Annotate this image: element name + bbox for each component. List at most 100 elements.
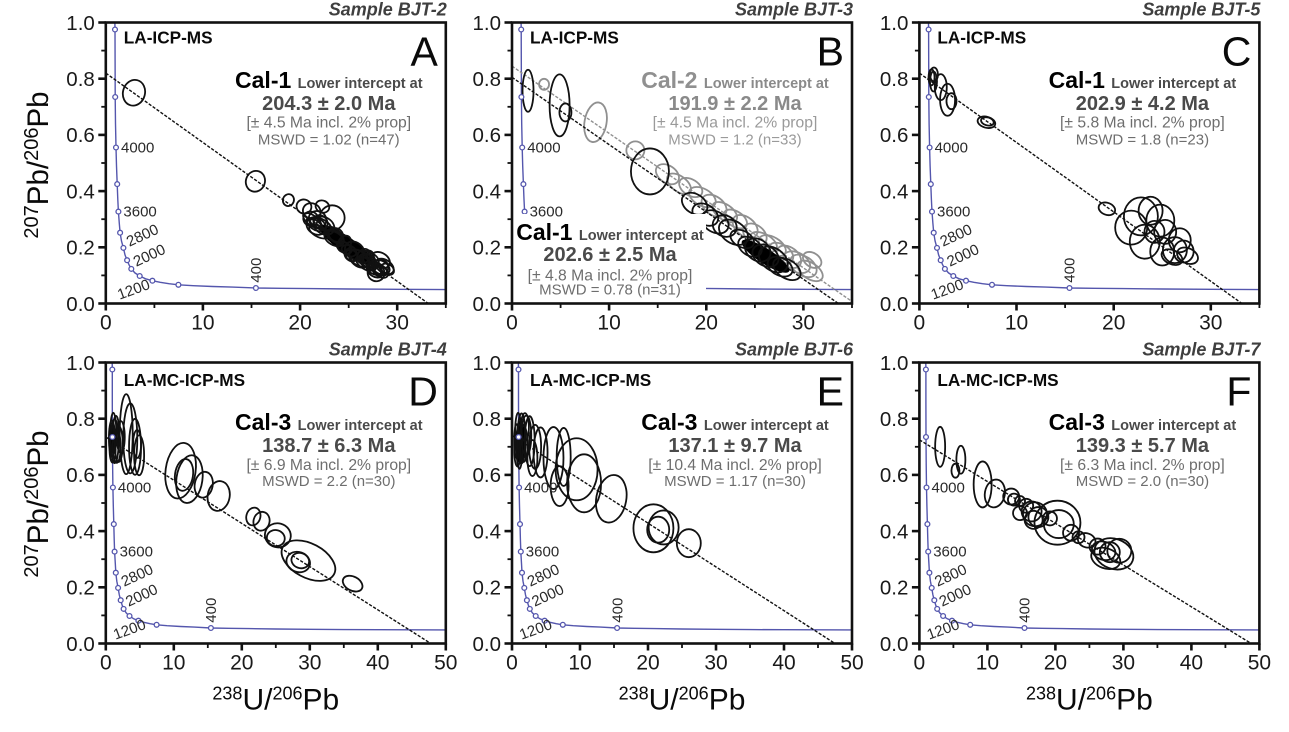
svg-text:C: C: [1222, 29, 1252, 75]
svg-text:30: 30: [386, 312, 409, 335]
svg-text:10: 10: [191, 312, 214, 335]
svg-text:[± 6.9 Ma incl. 2% prop]: [± 6.9 Ma incl. 2% prop]: [246, 457, 411, 474]
svg-text:Sample BJT-6: Sample BJT-6: [735, 340, 854, 360]
svg-text:1.0: 1.0: [473, 352, 502, 375]
svg-text:0.2: 0.2: [473, 577, 502, 600]
svg-text:MSWD = 2.2 (n=30): MSWD = 2.2 (n=30): [262, 473, 395, 490]
svg-text:[± 5.8 Ma incl. 2% prop]: [± 5.8 Ma incl. 2% prop]: [1060, 115, 1225, 132]
svg-text:50: 50: [1248, 652, 1271, 675]
svg-text:0: 0: [506, 312, 518, 335]
svg-text:10: 10: [597, 312, 620, 335]
svg-text:4000: 4000: [935, 140, 968, 157]
svg-text:F: F: [1226, 369, 1251, 415]
svg-text:204.3 ± 2.0 Ma: 204.3 ± 2.0 Ma: [262, 93, 396, 115]
svg-text:20: 20: [636, 652, 659, 675]
svg-text:20: 20: [230, 652, 253, 675]
svg-text:Cal-1 Lower intercept at: Cal-1 Lower intercept at: [235, 67, 423, 93]
svg-text:400: 400: [1017, 598, 1034, 623]
svg-text:0.2: 0.2: [473, 237, 502, 260]
svg-text:B: B: [817, 29, 844, 75]
svg-text:1.0: 1.0: [66, 352, 95, 375]
svg-text:0.2: 0.2: [880, 237, 909, 260]
svg-text:4000: 4000: [121, 140, 154, 157]
svg-text:LA-ICP-MS: LA-ICP-MS: [530, 27, 619, 47]
svg-text:Cal-2 Lower intercept at: Cal-2 Lower intercept at: [641, 67, 829, 93]
svg-text:3600: 3600: [530, 204, 563, 221]
svg-text:400: 400: [248, 258, 265, 283]
svg-text:0.0: 0.0: [473, 293, 502, 316]
svg-text:207Pb/206Pb: 207Pb/206Pb: [21, 430, 55, 577]
svg-text:[± 6.3 Ma incl. 2% prop]: [± 6.3 Ma incl. 2% prop]: [1060, 457, 1225, 474]
svg-text:0.4: 0.4: [66, 520, 95, 543]
svg-text:LA-MC-ICP-MS: LA-MC-ICP-MS: [530, 370, 651, 390]
svg-text:238U/206Pb: 238U/206Pb: [1026, 684, 1153, 717]
svg-text:202.6 ± 2.5 Ma: 202.6 ± 2.5 Ma: [543, 244, 677, 266]
svg-text:0.8: 0.8: [66, 68, 95, 91]
svg-text:1.0: 1.0: [66, 12, 95, 35]
svg-text:[± 4.5 Ma incl. 2% prop]: [± 4.5 Ma incl. 2% prop]: [246, 115, 411, 132]
svg-text:400: 400: [1062, 258, 1079, 283]
svg-text:30: 30: [704, 652, 727, 675]
svg-text:3600: 3600: [937, 204, 970, 221]
svg-text:20: 20: [1102, 312, 1125, 335]
svg-text:4000: 4000: [524, 480, 557, 497]
svg-text:0.0: 0.0: [473, 633, 502, 656]
svg-text:Cal-3 Lower intercept at: Cal-3 Lower intercept at: [1049, 409, 1237, 435]
svg-text:0.6: 0.6: [880, 124, 909, 147]
svg-text:4000: 4000: [932, 480, 965, 497]
svg-text:Sample BJT-2: Sample BJT-2: [329, 0, 447, 20]
svg-text:139.3 ± 5.7 Ma: 139.3 ± 5.7 Ma: [1076, 435, 1210, 457]
svg-text:0.6: 0.6: [473, 464, 502, 487]
svg-text:30: 30: [792, 312, 815, 335]
svg-text:3600: 3600: [123, 204, 156, 221]
svg-text:Sample BJT-5: Sample BJT-5: [1142, 0, 1261, 20]
svg-text:0.8: 0.8: [473, 68, 502, 91]
svg-text:0.6: 0.6: [473, 124, 502, 147]
svg-text:40: 40: [1180, 652, 1203, 675]
svg-text:0.4: 0.4: [66, 180, 95, 203]
svg-text:400: 400: [203, 598, 220, 623]
svg-text:Sample BJT-7: Sample BJT-7: [1142, 340, 1261, 360]
svg-text:207Pb/206Pb: 207Pb/206Pb: [21, 91, 55, 238]
svg-text:20: 20: [695, 312, 718, 335]
svg-text:1.0: 1.0: [880, 352, 909, 375]
svg-text:138.7 ± 6.3 Ma: 138.7 ± 6.3 Ma: [262, 435, 396, 457]
svg-text:202.9 ± 4.2 Ma: 202.9 ± 4.2 Ma: [1076, 93, 1210, 115]
svg-text:Cal-1 Lower intercept at: Cal-1 Lower intercept at: [1049, 67, 1237, 93]
svg-text:1.0: 1.0: [880, 12, 909, 35]
svg-text:Cal-3 Lower intercept at: Cal-3 Lower intercept at: [235, 409, 423, 435]
svg-text:0.0: 0.0: [880, 293, 909, 316]
svg-text:0: 0: [914, 312, 926, 335]
svg-text:0.2: 0.2: [66, 577, 95, 600]
svg-text:40: 40: [772, 652, 795, 675]
svg-text:LA-MC-ICP-MS: LA-MC-ICP-MS: [937, 370, 1058, 390]
svg-text:LA-ICP-MS: LA-ICP-MS: [124, 27, 213, 47]
svg-text:10: 10: [1005, 312, 1028, 335]
svg-text:0.8: 0.8: [880, 408, 909, 431]
svg-text:MSWD = 1.8 (n=23): MSWD = 1.8 (n=23): [1076, 132, 1209, 149]
svg-text:40: 40: [366, 652, 389, 675]
svg-text:3600: 3600: [120, 544, 153, 561]
svg-text:Sample BJT-3: Sample BJT-3: [735, 0, 853, 20]
svg-text:238U/206Pb: 238U/206Pb: [619, 684, 746, 717]
svg-text:4000: 4000: [527, 140, 560, 157]
svg-text:[± 10.4 Ma incl. 2% prop]: [± 10.4 Ma incl. 2% prop]: [648, 457, 821, 474]
svg-text:Sample BJT-4: Sample BJT-4: [329, 340, 447, 360]
svg-text:3600: 3600: [526, 544, 559, 561]
svg-text:0.0: 0.0: [66, 633, 95, 656]
svg-text:20: 20: [288, 312, 311, 335]
svg-text:0: 0: [506, 652, 518, 675]
svg-text:0.6: 0.6: [880, 464, 909, 487]
svg-text:0.4: 0.4: [473, 520, 502, 543]
svg-text:10: 10: [976, 652, 999, 675]
svg-text:20: 20: [1044, 652, 1067, 675]
svg-text:LA-MC-ICP-MS: LA-MC-ICP-MS: [124, 370, 245, 390]
svg-text:0: 0: [914, 652, 926, 675]
svg-text:0.4: 0.4: [880, 520, 909, 543]
svg-text:0.2: 0.2: [66, 237, 95, 260]
svg-text:Cal-1 Lower intercept at: Cal-1 Lower intercept at: [516, 219, 704, 245]
svg-text:0.8: 0.8: [880, 68, 909, 91]
svg-text:238U/206Pb: 238U/206Pb: [212, 684, 339, 717]
svg-text:191.9 ± 2.2 Ma: 191.9 ± 2.2 Ma: [668, 93, 802, 115]
svg-text:D: D: [408, 369, 438, 415]
